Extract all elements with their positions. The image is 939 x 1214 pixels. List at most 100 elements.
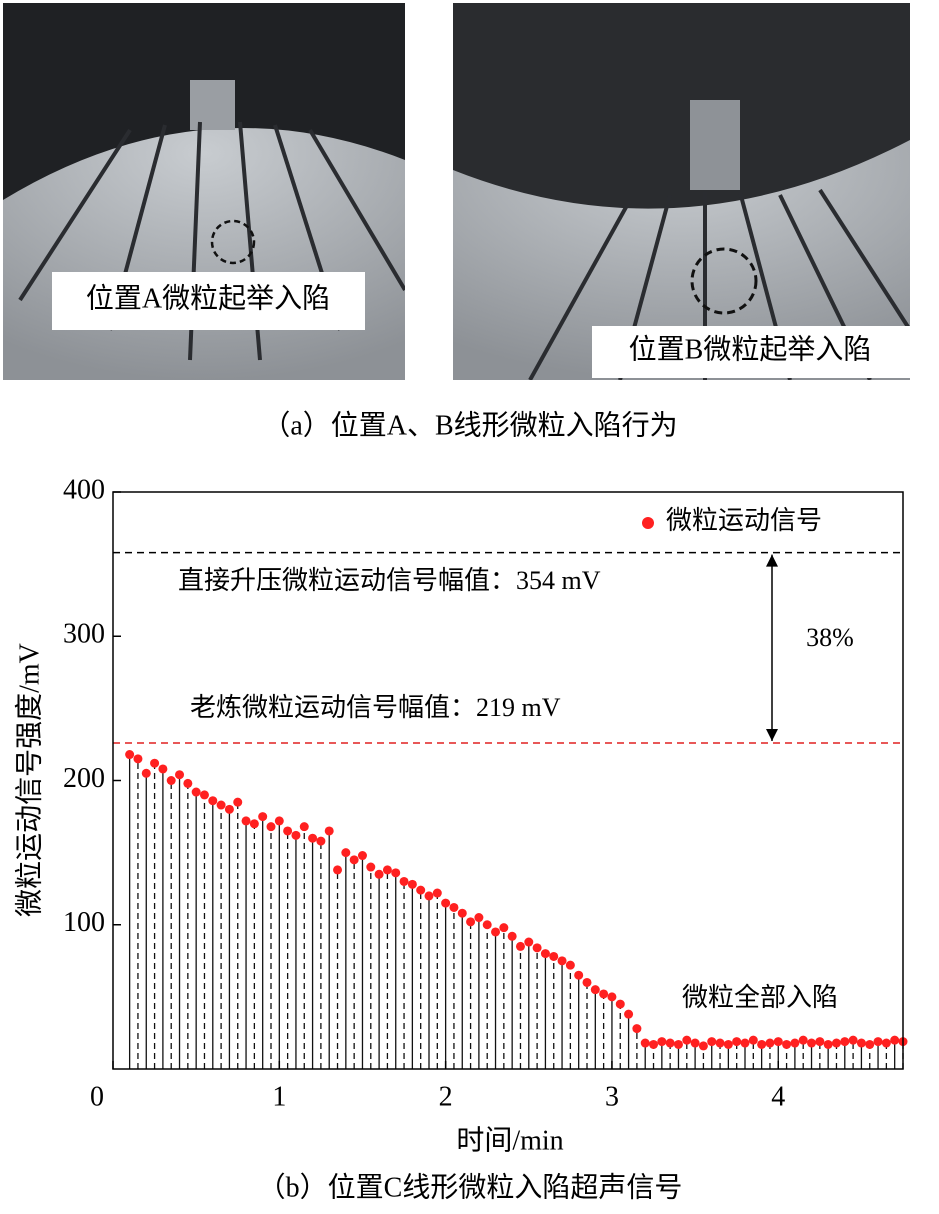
point — [840, 1037, 850, 1047]
photo-a: 位置A微粒起举入陷 — [3, 3, 405, 380]
x-tick-label: 1 — [272, 1081, 286, 1112]
point — [881, 1038, 891, 1048]
point — [615, 999, 625, 1009]
arrow-head — [766, 554, 778, 567]
point — [158, 764, 168, 774]
point — [308, 833, 318, 843]
point — [740, 1038, 750, 1048]
point — [690, 1038, 700, 1048]
point — [141, 768, 151, 778]
photo-b: 位置B微粒起举入陷 — [453, 3, 910, 380]
point — [324, 826, 334, 836]
point — [723, 1039, 733, 1049]
point — [399, 876, 409, 886]
point — [316, 836, 326, 846]
point — [125, 750, 135, 760]
point — [474, 913, 484, 923]
point — [349, 855, 359, 865]
point — [798, 1035, 808, 1045]
point — [291, 830, 301, 840]
point — [199, 790, 209, 800]
point — [815, 1037, 825, 1047]
point — [432, 888, 442, 898]
point — [640, 1038, 650, 1048]
point — [657, 1037, 667, 1047]
point — [607, 992, 617, 1002]
x-tick-label: 0 — [90, 1081, 104, 1112]
x-tick-label: 2 — [439, 1081, 453, 1112]
point — [574, 970, 584, 980]
photo-label: 位置B微粒起举入陷 — [629, 333, 872, 365]
point — [848, 1035, 858, 1045]
point — [407, 879, 417, 889]
point — [782, 1039, 792, 1049]
point — [540, 949, 550, 959]
point — [856, 1038, 866, 1048]
arrow-head — [766, 728, 778, 741]
point — [357, 851, 367, 861]
point — [391, 868, 401, 878]
point — [191, 787, 201, 797]
point — [499, 923, 509, 933]
point — [491, 927, 501, 937]
point — [441, 898, 451, 908]
point — [632, 1024, 642, 1034]
point — [557, 956, 567, 966]
point — [865, 1039, 875, 1049]
point — [807, 1038, 817, 1048]
point — [258, 812, 268, 822]
x-axis-label: 时间/min — [456, 1124, 563, 1156]
point — [416, 885, 426, 895]
point — [823, 1039, 833, 1049]
point — [341, 848, 351, 858]
annotation: 38% — [806, 623, 854, 652]
y-tick-label: 400 — [63, 474, 105, 505]
point — [249, 819, 259, 829]
point — [665, 1038, 675, 1048]
point — [599, 989, 609, 999]
photo-label: 位置A微粒起举入陷 — [86, 282, 330, 314]
point — [698, 1041, 708, 1051]
point — [449, 902, 459, 912]
point — [133, 754, 143, 764]
point — [175, 770, 185, 780]
y-tick-label: 300 — [63, 619, 105, 650]
point — [715, 1038, 725, 1048]
point — [707, 1037, 717, 1047]
point — [649, 1039, 659, 1049]
point — [382, 865, 392, 875]
point — [333, 865, 343, 875]
point — [507, 931, 517, 941]
point — [233, 797, 243, 807]
legend-marker — [642, 517, 654, 529]
point — [374, 869, 384, 879]
point — [873, 1037, 883, 1047]
point — [482, 920, 492, 930]
point — [366, 862, 376, 872]
point — [515, 941, 525, 951]
annotation: 微粒全部入陷 — [682, 983, 838, 1012]
point — [208, 796, 218, 806]
point — [890, 1035, 900, 1045]
x-tick-label: 4 — [771, 1081, 785, 1112]
point — [266, 822, 276, 832]
point — [166, 776, 176, 785]
point — [224, 804, 234, 814]
point — [773, 1037, 783, 1047]
point — [682, 1035, 692, 1045]
point — [732, 1037, 742, 1047]
point — [624, 1009, 634, 1019]
point — [790, 1038, 800, 1048]
point — [466, 917, 476, 927]
point — [673, 1039, 683, 1049]
y-tick-label: 200 — [63, 763, 105, 794]
legend-label: 微粒运动信号 — [666, 506, 822, 535]
point — [274, 816, 284, 826]
point — [241, 816, 251, 826]
point — [424, 891, 434, 901]
x-tick-label: 3 — [605, 1081, 619, 1112]
point — [150, 758, 160, 768]
point — [549, 951, 559, 961]
